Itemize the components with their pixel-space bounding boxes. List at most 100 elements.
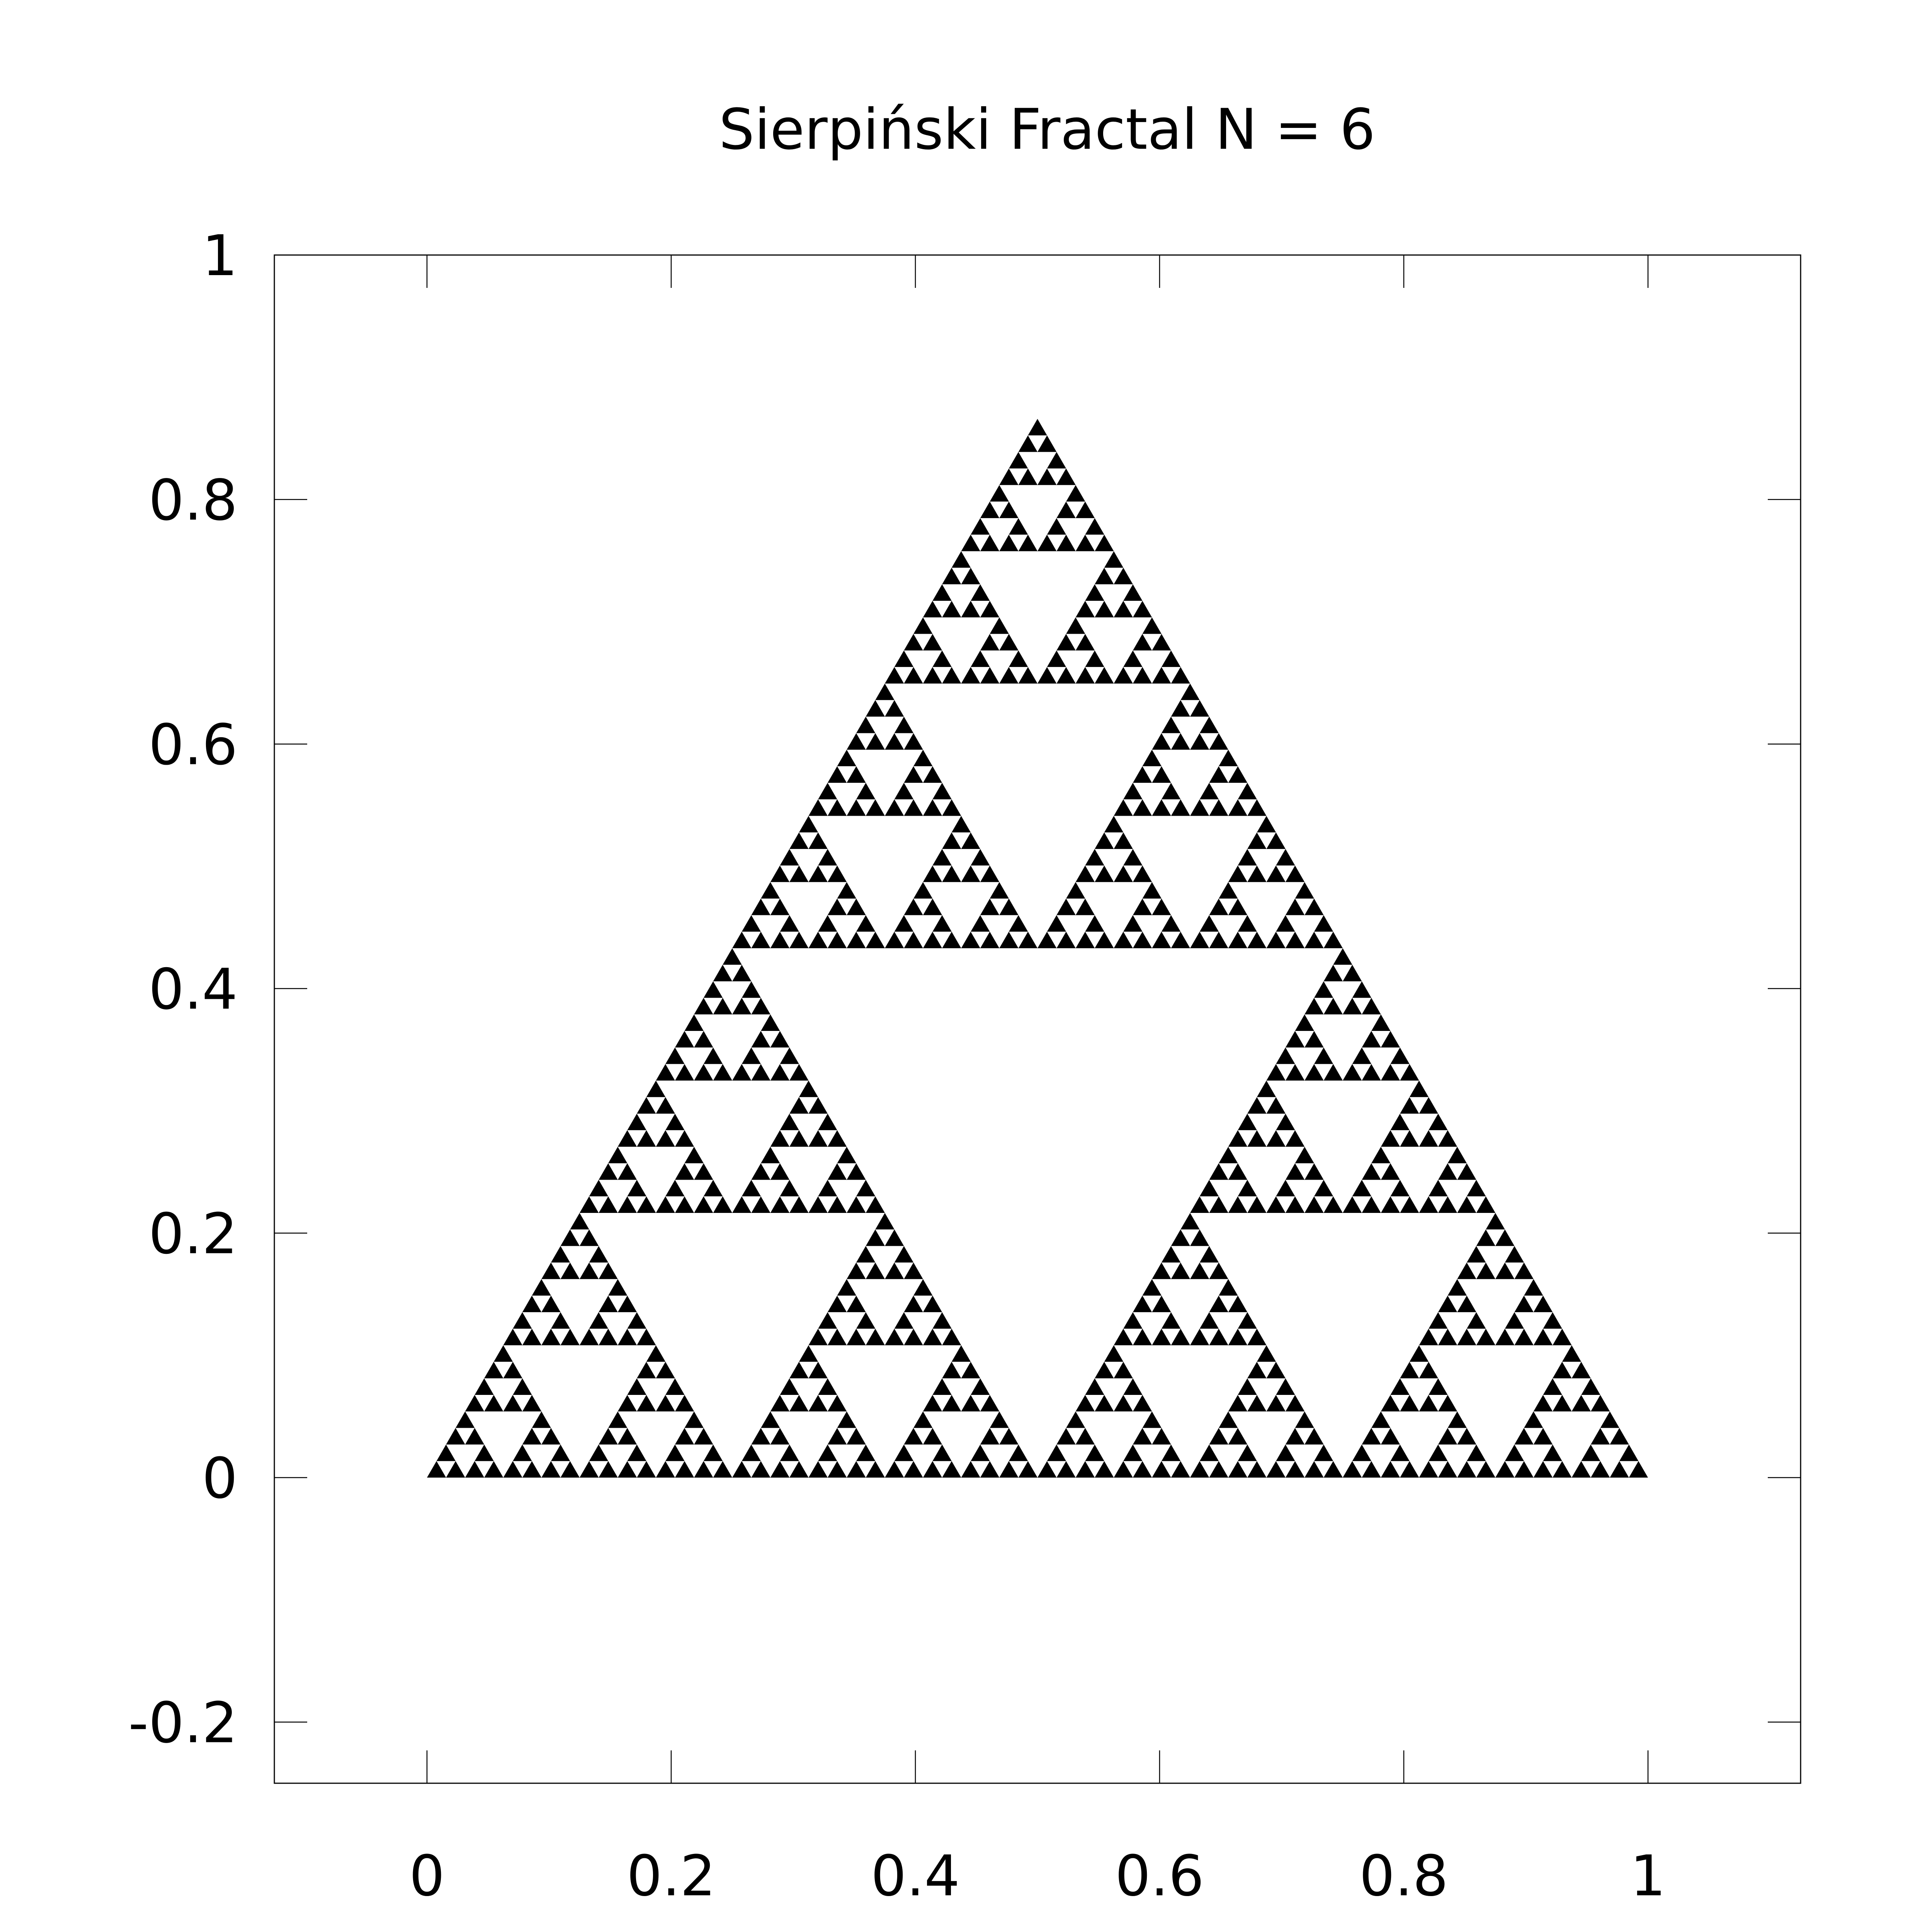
fractal-triangle-165 bbox=[617, 1196, 637, 1213]
fractal-triangle-25 bbox=[503, 1362, 522, 1379]
fractal-triangle-641 bbox=[1161, 716, 1181, 733]
fractal-triangle-70 bbox=[617, 1296, 637, 1312]
fractal-triangle-288 bbox=[1228, 1395, 1248, 1412]
fractal-triangle-142 bbox=[847, 1296, 866, 1312]
fractal-triangle-456 bbox=[1400, 1097, 1419, 1114]
fractal-triangle-650 bbox=[894, 650, 914, 667]
fractal-triangle-126 bbox=[923, 1395, 942, 1412]
fractal-triangle-42 bbox=[675, 1428, 694, 1445]
fractal-triangle-264 bbox=[1114, 1395, 1133, 1412]
fractal-triangle-403 bbox=[1495, 1229, 1515, 1246]
fractal-triangle-179 bbox=[684, 1146, 704, 1163]
fractal-triangle-270 bbox=[1190, 1461, 1209, 1478]
fractal-triangle-174 bbox=[694, 1196, 713, 1213]
fractal-triangle-609 bbox=[1285, 898, 1305, 915]
fractal-triangle-83 bbox=[742, 1444, 761, 1461]
fractal-triangle-331 bbox=[1381, 1428, 1400, 1445]
fractal-triangle-475 bbox=[1381, 1031, 1400, 1048]
fractal-triangle-404 bbox=[1486, 1213, 1505, 1230]
fractal-triangle-549 bbox=[885, 799, 904, 816]
fractal-triangle-366 bbox=[1590, 1428, 1610, 1445]
fractal-triangle-117 bbox=[961, 1461, 980, 1478]
fractal-triangle-645 bbox=[1171, 700, 1190, 717]
fractal-triangle-587 bbox=[1085, 849, 1104, 866]
fractal-triangle-208 bbox=[789, 1130, 809, 1147]
fractal-triangle-468 bbox=[1343, 1064, 1362, 1081]
fractal-triangle-231 bbox=[751, 1031, 770, 1048]
y-tick-label-2: 0.2 bbox=[148, 1201, 238, 1267]
fractal-triangle-603 bbox=[1266, 932, 1286, 948]
fractal-triangle-248 bbox=[1085, 1444, 1104, 1461]
fractal-triangle-214 bbox=[808, 1097, 828, 1114]
fractal-triangle-412 bbox=[1228, 1163, 1248, 1180]
fractal-triangle-110 bbox=[894, 1444, 914, 1461]
fractal-triangle-585 bbox=[1075, 865, 1095, 882]
fractal-triangle-640 bbox=[1171, 733, 1190, 750]
fractal-triangle-417 bbox=[1304, 1196, 1324, 1213]
fractal-triangle-621 bbox=[1114, 799, 1133, 816]
fractal-triangle-579 bbox=[1152, 932, 1171, 948]
fractal-triangle-14 bbox=[551, 1444, 570, 1461]
fractal-triangle-381 bbox=[1457, 1328, 1476, 1345]
fractal-triangle-598 bbox=[1247, 932, 1267, 948]
fractal-triangle-79 bbox=[580, 1229, 599, 1246]
fractal-triangle-116 bbox=[913, 1411, 933, 1428]
fractal-triangle-557 bbox=[913, 750, 933, 767]
fractal-triangle-217 bbox=[675, 1064, 694, 1081]
fractal-triangle-140 bbox=[856, 1312, 876, 1329]
fractal-triangle-415 bbox=[1285, 1196, 1305, 1213]
fractal-triangle-433 bbox=[1362, 1196, 1381, 1213]
fractal-triangle-659 bbox=[971, 650, 990, 667]
fractal-triangle-453 bbox=[1419, 1130, 1438, 1147]
fractal-triangle-154 bbox=[866, 1262, 885, 1279]
fractal-triangle-160 bbox=[885, 1229, 904, 1246]
fractal-triangle-423 bbox=[1228, 1130, 1248, 1147]
fractal-triangle-80 bbox=[570, 1213, 589, 1230]
fractal-triangle-618 bbox=[1247, 832, 1267, 849]
fractal-triangle-68 bbox=[627, 1312, 646, 1329]
fractal-triangle-346 bbox=[1438, 1395, 1458, 1412]
fractal-triangle-391 bbox=[1553, 1328, 1572, 1345]
fractal-triangle-694 bbox=[1095, 600, 1114, 617]
chart-title: Sierpiński Fractal N = 6 bbox=[719, 97, 1376, 162]
fractal-triangle-711 bbox=[1037, 534, 1057, 551]
fractal-triangle-30 bbox=[617, 1461, 637, 1478]
fractal-triangle-678 bbox=[1075, 667, 1095, 684]
fractal-triangle-328 bbox=[1400, 1461, 1419, 1478]
fractal-triangle-602 bbox=[1219, 882, 1238, 899]
fractal-triangle-728 bbox=[1028, 418, 1047, 435]
fractal-triangle-441 bbox=[1419, 1196, 1438, 1213]
fractal-triangle-95 bbox=[856, 1444, 876, 1461]
fractal-triangle-332 bbox=[1371, 1411, 1391, 1428]
fractal-triangle-18 bbox=[465, 1395, 485, 1412]
fractal-triangle-663 bbox=[980, 634, 1000, 651]
fractal-triangle-53 bbox=[646, 1345, 666, 1362]
fractal-triangle-257 bbox=[1161, 1444, 1181, 1461]
fractal-triangle-474 bbox=[1362, 1031, 1381, 1048]
fractal-triangle-87 bbox=[751, 1428, 770, 1445]
fractal-triangle-58 bbox=[560, 1328, 580, 1345]
fractal-triangle-71 bbox=[608, 1279, 628, 1296]
fractal-triangle-667 bbox=[942, 600, 961, 617]
fractal-triangle-541 bbox=[827, 799, 847, 816]
fractal-triangle-349 bbox=[1419, 1362, 1438, 1379]
fractal-triangle-204 bbox=[827, 1163, 847, 1180]
fractal-triangle-343 bbox=[1400, 1395, 1419, 1412]
plot-frame bbox=[274, 254, 1801, 1784]
fractal-triangle-44 bbox=[684, 1411, 704, 1428]
fractal-triangle-656 bbox=[913, 617, 933, 634]
fractal-triangle-690 bbox=[1133, 634, 1152, 651]
fractal-triangle-518 bbox=[932, 915, 952, 932]
fractal-triangle-327 bbox=[1381, 1461, 1400, 1478]
fractal-triangle-473 bbox=[1390, 1047, 1410, 1064]
fractal-triangle-4 bbox=[484, 1461, 503, 1478]
fractal-triangle-522 bbox=[961, 932, 980, 948]
fractal-triangle-268 bbox=[1114, 1362, 1133, 1379]
fractal-triangle-112 bbox=[942, 1461, 961, 1478]
fractal-triangle-481 bbox=[1362, 998, 1381, 1015]
fractal-triangle-361 bbox=[1590, 1461, 1610, 1478]
fractal-triangle-397 bbox=[1476, 1262, 1495, 1279]
fractal-triangle-447 bbox=[1438, 1163, 1458, 1180]
fractal-triangle-294 bbox=[1247, 1362, 1267, 1379]
fractal-triangle-567 bbox=[1037, 932, 1057, 948]
